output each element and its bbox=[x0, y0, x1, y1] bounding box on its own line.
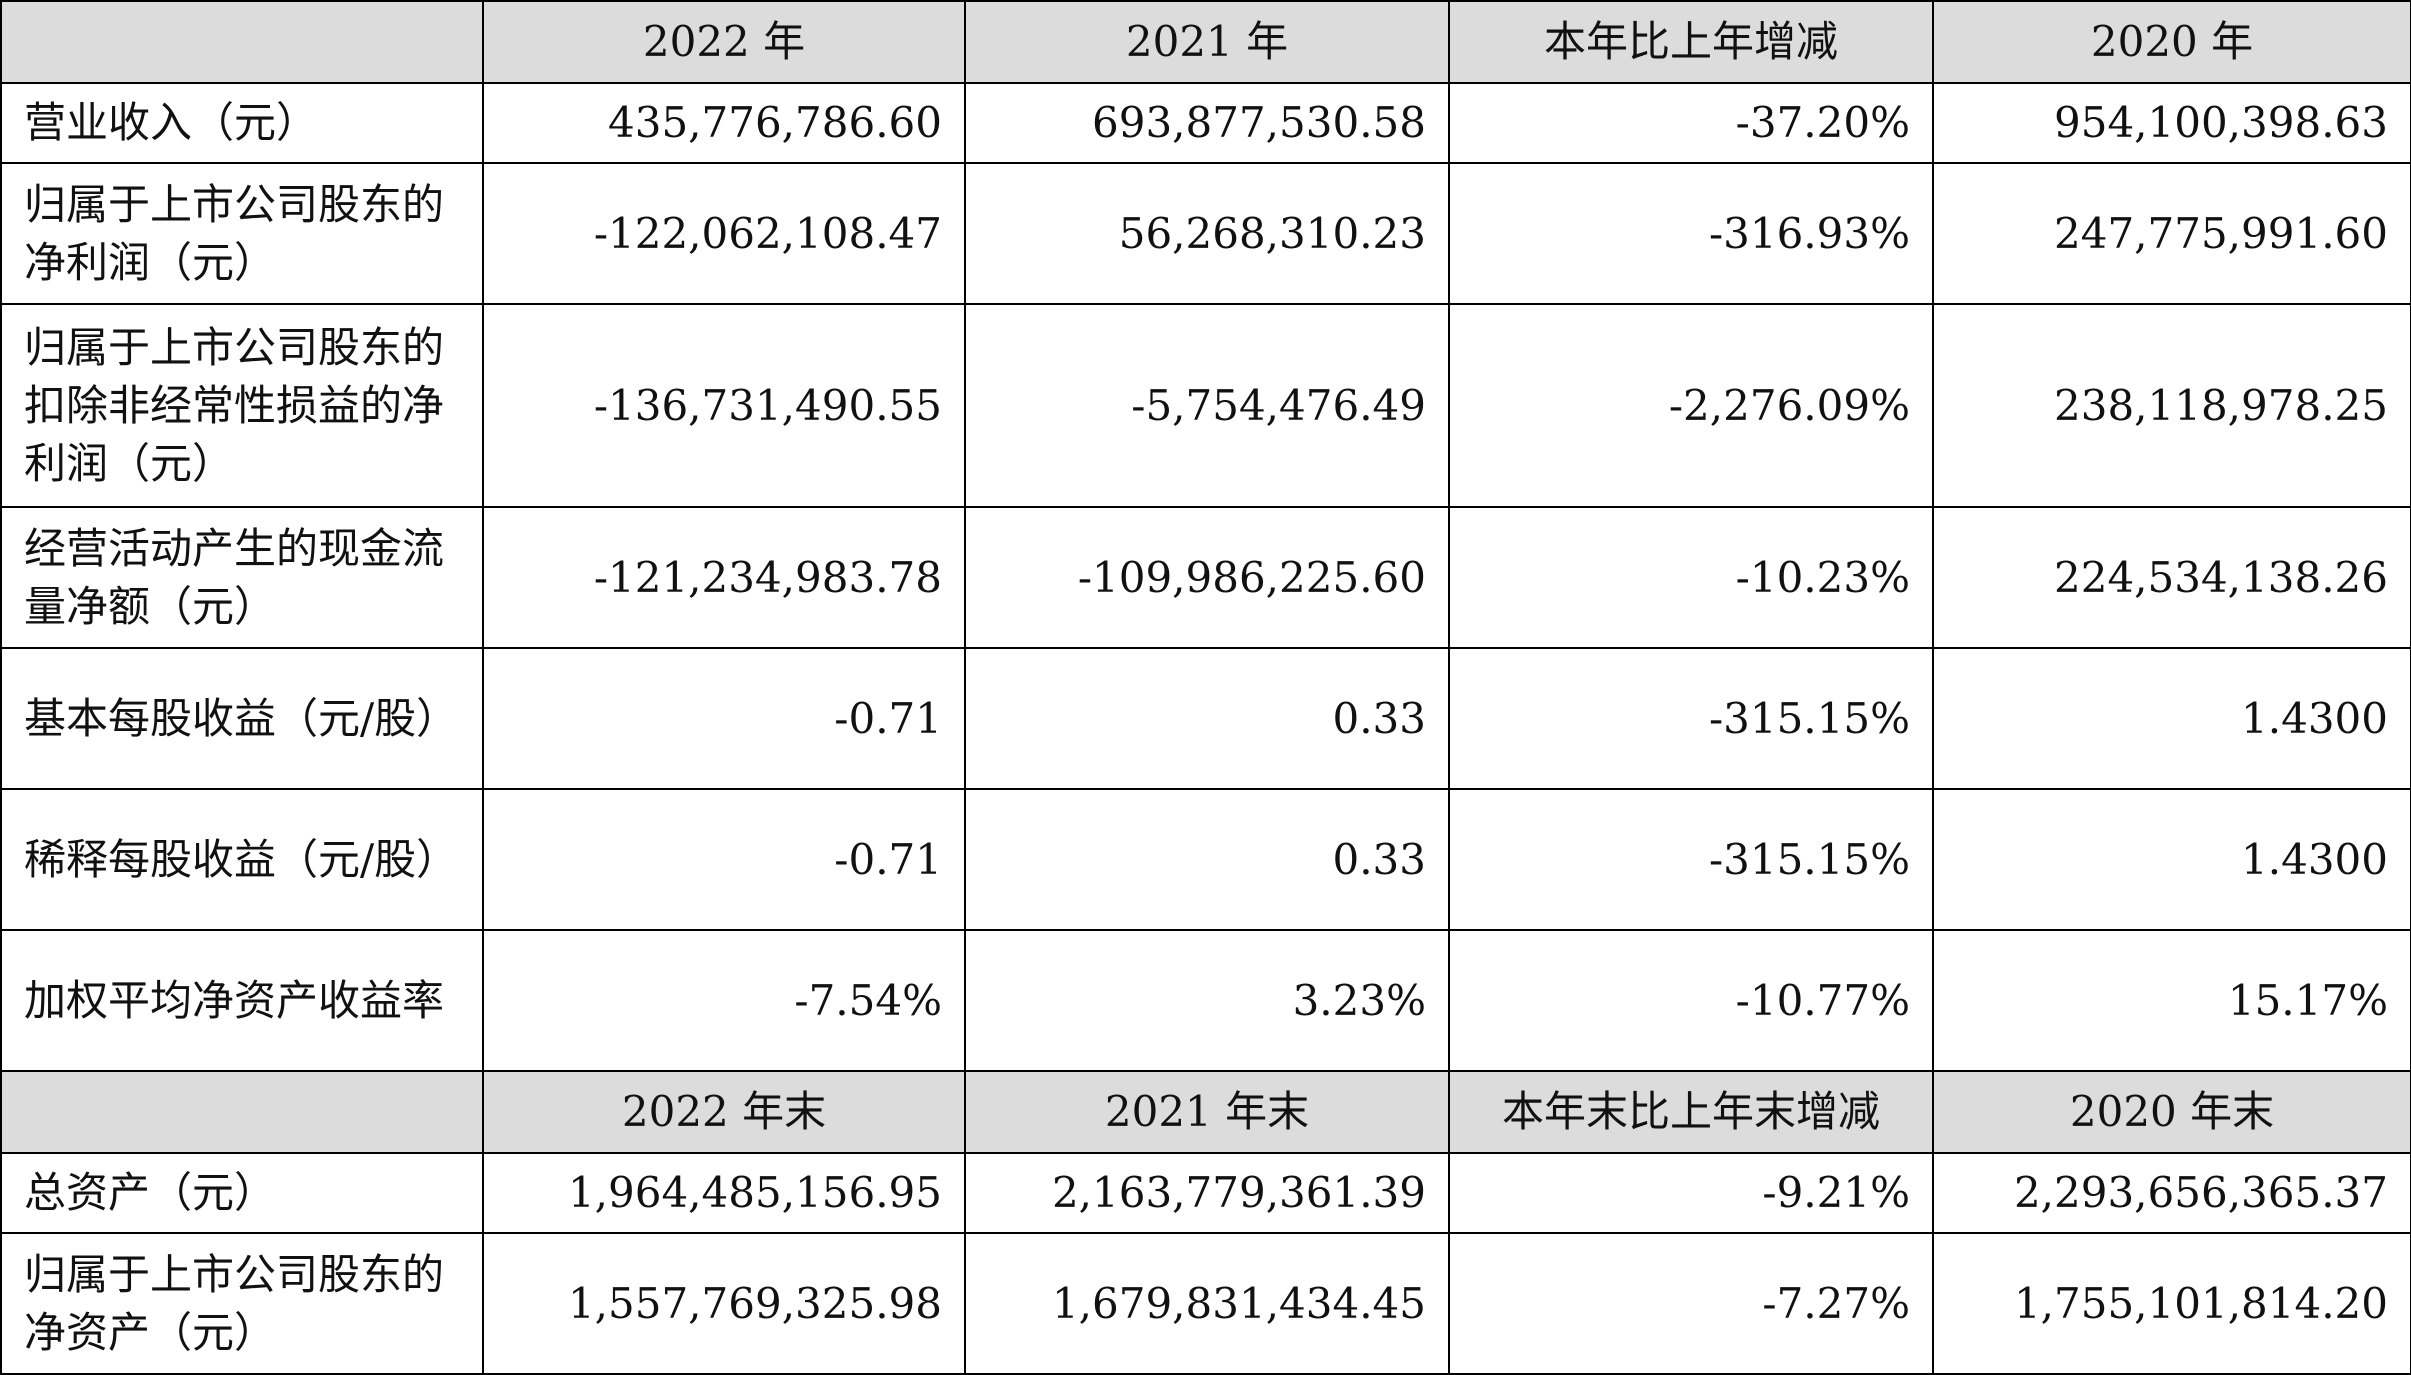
value-cell: -0.71 bbox=[482, 788, 966, 931]
header-cell-2022-end: 2022 年末 bbox=[482, 1070, 966, 1154]
table-row: 总资产（元） 1,964,485,156.95 2,163,779,361.39… bbox=[0, 1152, 2411, 1234]
header-cell-blank bbox=[0, 0, 484, 84]
value-cell: -5,754,476.49 bbox=[964, 303, 1450, 508]
value-cell: -315.15% bbox=[1448, 647, 1934, 790]
value-cell: 3.23% bbox=[964, 929, 1450, 1072]
table-row: 稀释每股收益（元/股） -0.71 0.33 -315.15% 1.4300 bbox=[0, 788, 2411, 931]
header-cell-2022: 2022 年 bbox=[482, 0, 966, 84]
value-cell: -109,986,225.60 bbox=[964, 506, 1450, 649]
row-label: 加权平均净资产收益率 bbox=[0, 929, 484, 1072]
row-label: 归属于上市公司股东的扣除非经常性损益的净利润（元） bbox=[0, 303, 484, 508]
value-cell: -9.21% bbox=[1448, 1152, 1934, 1234]
value-cell: -7.27% bbox=[1448, 1232, 1934, 1375]
table-row: 加权平均净资产收益率 -7.54% 3.23% -10.77% 15.17% bbox=[0, 929, 2411, 1072]
value-cell: -7.54% bbox=[482, 929, 966, 1072]
value-cell: 693,877,530.58 bbox=[964, 82, 1450, 164]
value-cell: -10.77% bbox=[1448, 929, 1934, 1072]
value-cell: -316.93% bbox=[1448, 162, 1934, 305]
row-label: 营业收入（元） bbox=[0, 82, 484, 164]
value-cell: 1,964,485,156.95 bbox=[482, 1152, 966, 1234]
value-cell: 1.4300 bbox=[1932, 788, 2411, 931]
header-cell-blank bbox=[0, 1070, 484, 1154]
row-label: 总资产（元） bbox=[0, 1152, 484, 1234]
table-row: 归属于上市公司股东的净利润（元） -122,062,108.47 56,268,… bbox=[0, 162, 2411, 305]
header-cell-2021: 2021 年 bbox=[964, 0, 1450, 84]
value-cell: 238,118,978.25 bbox=[1932, 303, 2411, 508]
header-row-year-end: 2022 年末 2021 年末 本年末比上年末增减 2020 年末 bbox=[0, 1070, 2411, 1154]
header-row-annual: 2022 年 2021 年 本年比上年增减 2020 年 bbox=[0, 0, 2411, 84]
value-cell: 2,163,779,361.39 bbox=[964, 1152, 1450, 1234]
value-cell: 435,776,786.60 bbox=[482, 82, 966, 164]
value-cell: 954,100,398.63 bbox=[1932, 82, 2411, 164]
row-label: 稀释每股收益（元/股） bbox=[0, 788, 484, 931]
value-cell: 1,755,101,814.20 bbox=[1932, 1232, 2411, 1375]
table-row: 归属于上市公司股东的净资产（元） 1,557,769,325.98 1,679,… bbox=[0, 1232, 2411, 1375]
table-row: 经营活动产生的现金流量净额（元） -121,234,983.78 -109,98… bbox=[0, 506, 2411, 649]
value-cell: 224,534,138.26 bbox=[1932, 506, 2411, 649]
value-cell: 0.33 bbox=[964, 788, 1450, 931]
value-cell: 1,679,831,434.45 bbox=[964, 1232, 1450, 1375]
value-cell: 1.4300 bbox=[1932, 647, 2411, 790]
value-cell: 56,268,310.23 bbox=[964, 162, 1450, 305]
value-cell: -122,062,108.47 bbox=[482, 162, 966, 305]
table-row: 基本每股收益（元/股） -0.71 0.33 -315.15% 1.4300 bbox=[0, 647, 2411, 790]
header-cell-change: 本年比上年增减 bbox=[1448, 0, 1934, 84]
value-cell: 1,557,769,325.98 bbox=[482, 1232, 966, 1375]
header-cell-2021-end: 2021 年末 bbox=[964, 1070, 1450, 1154]
table-row: 营业收入（元） 435,776,786.60 693,877,530.58 -3… bbox=[0, 82, 2411, 164]
header-cell-2020: 2020 年 bbox=[1932, 0, 2411, 84]
table-row: 归属于上市公司股东的扣除非经常性损益的净利润（元） -136,731,490.5… bbox=[0, 303, 2411, 508]
value-cell: 247,775,991.60 bbox=[1932, 162, 2411, 305]
row-label: 归属于上市公司股东的净资产（元） bbox=[0, 1232, 484, 1375]
value-cell: -0.71 bbox=[482, 647, 966, 790]
value-cell: -10.23% bbox=[1448, 506, 1934, 649]
value-cell: -121,234,983.78 bbox=[482, 506, 966, 649]
value-cell: -2,276.09% bbox=[1448, 303, 1934, 508]
value-cell: -37.20% bbox=[1448, 82, 1934, 164]
value-cell: 0.33 bbox=[964, 647, 1450, 790]
value-cell: 15.17% bbox=[1932, 929, 2411, 1072]
value-cell: -315.15% bbox=[1448, 788, 1934, 931]
header-cell-2020-end: 2020 年末 bbox=[1932, 1070, 2411, 1154]
row-label: 经营活动产生的现金流量净额（元） bbox=[0, 506, 484, 649]
row-label: 归属于上市公司股东的净利润（元） bbox=[0, 162, 484, 305]
row-label: 基本每股收益（元/股） bbox=[0, 647, 484, 790]
value-cell: 2,293,656,365.37 bbox=[1932, 1152, 2411, 1234]
header-cell-change-end: 本年末比上年末增减 bbox=[1448, 1070, 1934, 1154]
value-cell: -136,731,490.55 bbox=[482, 303, 966, 508]
